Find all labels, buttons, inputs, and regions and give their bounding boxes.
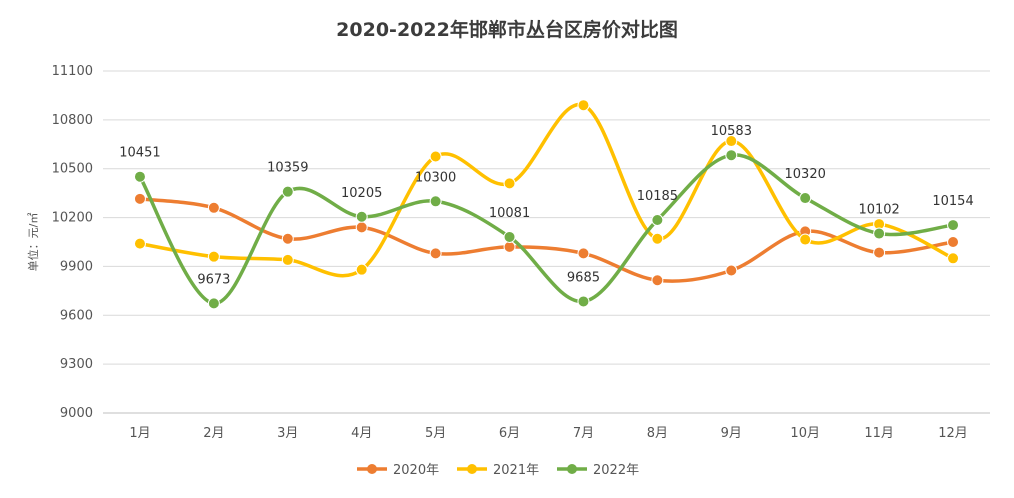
x-tick-label: 11月 [864,426,894,441]
data-point[interactable] [577,295,590,308]
data-point[interactable] [355,210,368,223]
data-point[interactable] [947,252,960,265]
data-point[interactable] [281,185,294,198]
data-labels: 10451 9673 10359 10205 10300 10081 9685 10185 10… [119,124,973,287]
x-tick-label: 10月 [790,426,820,441]
legend-swatch-marker [467,464,477,474]
x-tick-label: 5月 [425,426,446,441]
y-tick-label: 9000 [60,406,93,421]
data-point[interactable] [281,253,294,266]
data-point[interactable] [133,237,146,250]
x-tick-label: 9月 [721,426,742,441]
data-point[interactable] [355,221,368,234]
data-label: 9673 [197,272,230,287]
x-tick-label: 4月 [351,426,372,441]
data-label: 10583 [711,124,752,139]
data-point[interactable] [799,192,812,205]
y-axis-ticks: 9000 9300 9600 9900 10200 10500 10800 11100 [52,64,93,421]
series-line [138,197,955,283]
data-point[interactable] [947,236,960,248]
data-label: 10320 [785,167,826,182]
data-point[interactable] [355,263,368,276]
data-label: 10300 [415,170,456,185]
data-label: 10359 [267,161,308,176]
data-point[interactable] [947,219,960,232]
data-label: 10102 [858,203,899,218]
series-2 [133,99,960,278]
data-point[interactable] [873,246,886,259]
data-point[interactable] [577,247,590,260]
data-label: 10185 [637,189,678,204]
data-point[interactable] [281,232,294,245]
data-point[interactable] [133,192,146,205]
x-tick-label: 7月 [573,426,594,441]
data-point[interactable] [577,99,590,112]
data-point[interactable] [873,227,886,240]
data-point[interactable] [503,177,516,190]
y-tick-label: 9300 [60,357,93,372]
x-tick-label: 2月 [203,426,224,441]
data-point[interactable] [725,135,738,148]
y-tick-label: 11100 [52,64,93,79]
legend-swatch-marker [567,464,577,474]
x-tick-label: 3月 [277,426,298,441]
data-label: 9685 [567,270,600,285]
legend-label: 2020年 [393,463,439,478]
legend-label: 2021年 [493,463,539,478]
data-point[interactable] [503,230,516,243]
legend-item[interactable]: 2020年 [357,463,439,478]
data-point[interactable] [429,150,442,163]
y-tick-label: 10500 [52,162,93,177]
x-tick-label: 12月 [938,426,968,441]
data-point[interactable] [651,232,664,245]
data-point[interactable] [429,247,442,260]
data-label: 10154 [932,194,973,209]
x-tick-label: 6月 [499,426,520,441]
y-tick-label: 10200 [52,211,93,226]
data-point[interactable] [725,149,738,162]
y-tick-label: 10800 [52,113,93,128]
data-point[interactable] [429,195,442,208]
legend-item[interactable]: 2021年 [457,463,539,478]
data-point[interactable] [799,233,812,246]
legend[interactable]: 2020年 2021年 2022年 [357,463,639,478]
legend-label: 2022年 [593,463,639,478]
data-point[interactable] [133,170,146,183]
y-tick-label: 9900 [60,259,93,274]
y-axis-label: 单位：元/㎡ [26,213,40,272]
data-label: 10205 [341,186,382,201]
data-point[interactable] [207,250,220,263]
chart-title: 2020-2022年邯郸市丛台区房价对比图 [336,18,678,41]
x-tick-label: 1月 [129,426,150,441]
y-tick-label: 9600 [60,308,93,323]
gridlines [103,70,990,414]
data-point[interactable] [725,264,738,277]
data-label: 10451 [119,146,160,161]
data-point[interactable] [651,274,664,287]
series-3 [133,149,960,310]
x-axis-ticks: 1月 2月 3月 4月 5月 6月 7月 8月 9月 10月 11月 12月 [129,426,967,441]
data-point[interactable] [207,297,220,310]
legend-swatch-marker [367,464,377,474]
data-point[interactable] [651,214,664,227]
series-group [133,99,960,310]
data-point[interactable] [503,240,516,253]
x-tick-label: 8月 [647,426,668,441]
data-point[interactable] [207,201,220,214]
legend-item[interactable]: 2022年 [557,463,639,478]
data-label: 10081 [489,206,530,221]
series-line [138,153,955,306]
series-line [138,102,955,278]
